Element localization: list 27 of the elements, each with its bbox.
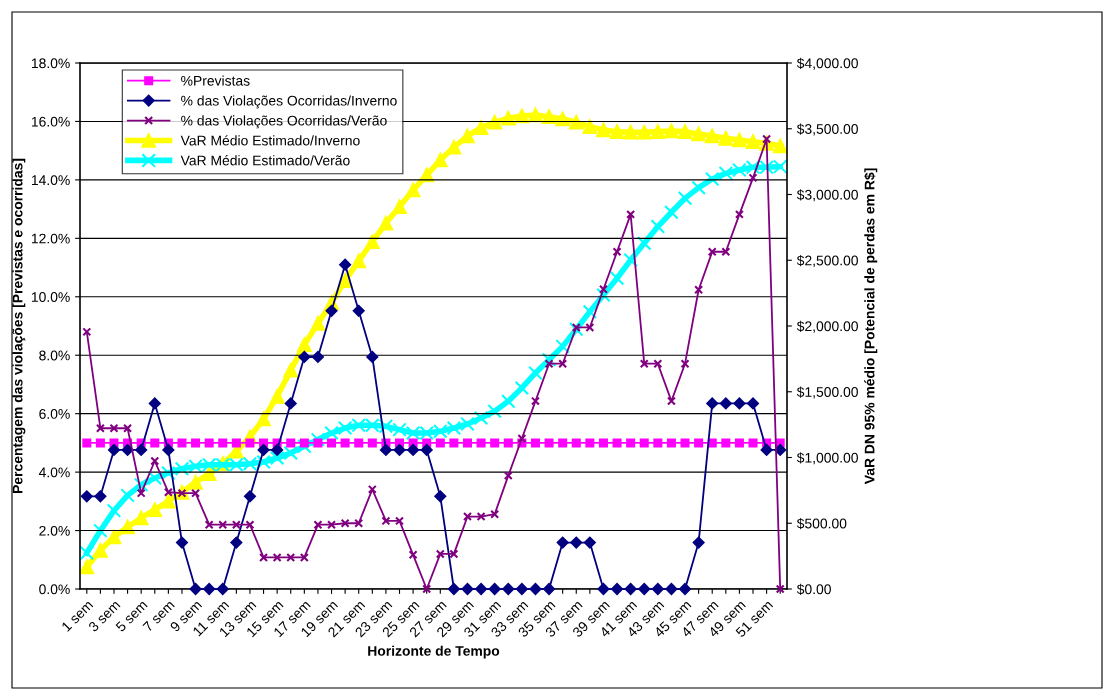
legend-label: %Previstas [181,75,250,86]
legend-label: % das Violações Ocorridas/Inverno [181,95,397,109]
y-tick-label: 0.0% [39,584,70,595]
legend-label: % das Violações Ocorridas/Verão [181,115,387,129]
y-tick-label: 2.0% [39,525,70,536]
y-tick-label: 6.0% [39,409,70,419]
x-axis-title: Horizonte de Tempo [368,645,500,659]
y2-tick-label: $3,500.00 [796,123,858,136]
y-tick-label: 10.0% [31,292,70,302]
y-tick-label: 8.0% [39,350,70,361]
y2-tick-label: $1,000.00 [796,452,858,465]
y2-tick-label: $500.00 [796,518,847,530]
y2-tick-label: $2,500.00 [796,255,858,268]
y-tick-label: 14.0% [31,175,70,186]
y-tick-label: 18.0% [31,58,70,69]
y-tick-label: 12.0% [31,233,70,244]
y-tick-label: 16.0% [31,116,70,127]
y2-tick-label: $4,000.00 [796,57,858,70]
y2-axis-title: VaR DN 95% médio [Potencial de perdas em R$] [864,168,878,485]
y2-tick-label: $3,000.00 [796,189,858,202]
y2-tick-label: $1,500.00 [796,386,858,399]
y-axis-title: Percentagem das violações [Previstas e ocorridas] [12,158,26,493]
y2-tick-label: $2,000.00 [796,320,858,333]
y2-tick-label: $0.00 [796,583,831,595]
legend-label: VaR Médio Estimado/Verão [180,155,350,166]
y-tick-label: 4.0% [38,467,70,478]
legend-label: VaR Médio Estimado/Inverno [180,135,360,146]
